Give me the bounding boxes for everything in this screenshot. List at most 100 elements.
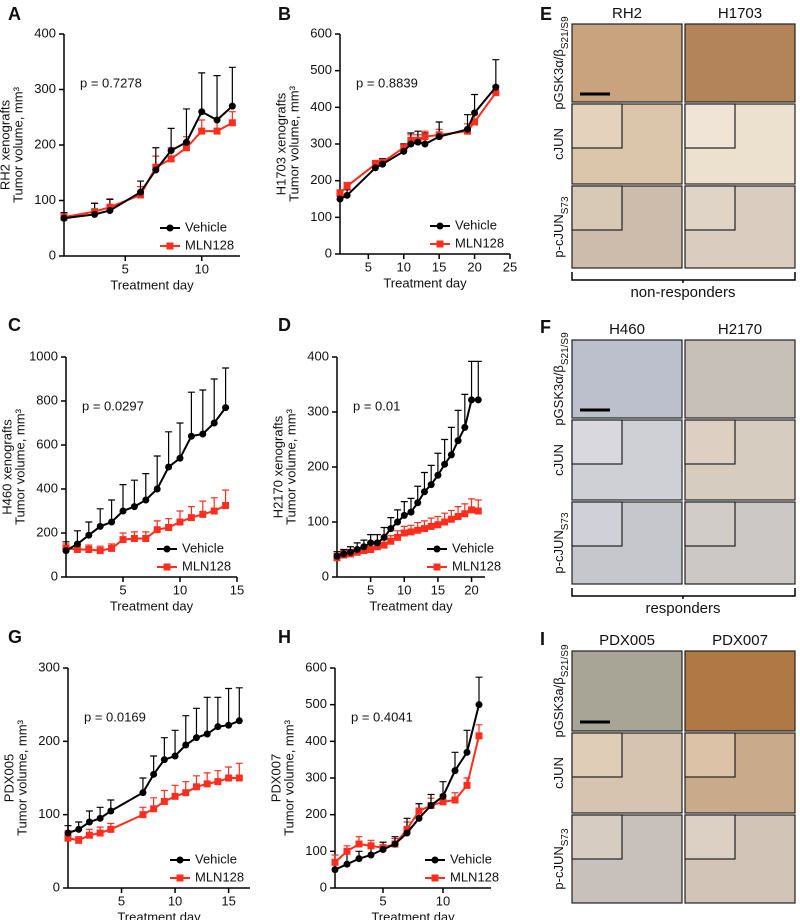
error-bar [441, 438, 449, 465]
column-header: RH2 [612, 5, 642, 22]
x-tick-label: 10 [195, 261, 209, 276]
y-tick-label: 300 [307, 403, 329, 418]
panel-letter: A [8, 4, 21, 24]
marker [75, 825, 83, 833]
marker [91, 210, 99, 218]
error-bar [167, 127, 175, 151]
y-tick-label: 0 [51, 568, 58, 583]
y-tick-label: 300 [38, 659, 60, 674]
marker [427, 481, 435, 489]
y-tick-label: 100 [305, 843, 327, 858]
marker [210, 507, 218, 515]
marker [107, 807, 115, 815]
legend-marker [166, 224, 174, 232]
error-bar [475, 676, 483, 705]
bracket [571, 272, 796, 283]
marker [192, 783, 200, 791]
marker [119, 536, 127, 544]
marker [471, 109, 479, 117]
marker [96, 522, 104, 530]
row-label: cJUN [551, 128, 566, 160]
row-label: pGSK3a/βS21/S9 [551, 644, 571, 737]
marker [210, 419, 218, 427]
y-tick-label: 200 [310, 172, 332, 187]
marker [387, 537, 395, 545]
y-tick-label: 200 [307, 458, 329, 473]
marker [400, 147, 408, 155]
inset [684, 419, 736, 465]
marker [153, 485, 161, 493]
marker [475, 701, 483, 709]
y-axis-label: H1703 xenografts [273, 92, 288, 195]
annotation: p = 0.8839 [356, 75, 418, 90]
bracket [571, 588, 796, 599]
marker [403, 829, 411, 837]
panel-letter: I [540, 629, 545, 649]
marker [451, 767, 459, 775]
error-bar [454, 409, 462, 441]
marker [62, 547, 70, 555]
marker [85, 831, 93, 839]
marker [400, 511, 408, 519]
y-axis-label: Tumor volume, mm³ [14, 719, 29, 835]
inset [571, 501, 623, 547]
legend-marker [166, 242, 174, 250]
inset [684, 185, 736, 231]
marker [346, 548, 354, 556]
y-tick-label: 500 [310, 62, 332, 77]
marker [64, 829, 72, 837]
y-axis-label: PDX007 [268, 754, 283, 802]
column-header: H2170 [718, 321, 762, 338]
marker [340, 550, 348, 558]
x-tick-label: 15 [230, 582, 244, 597]
x-tick-label: 15 [221, 893, 235, 908]
annotation: p = 0.7278 [80, 75, 142, 90]
marker [130, 535, 138, 542]
marker [228, 102, 236, 110]
marker [415, 807, 423, 815]
y-tick-label: 600 [310, 25, 332, 40]
error-bar [182, 108, 190, 143]
error-bar [119, 484, 127, 511]
inset [684, 732, 736, 778]
marker [107, 825, 115, 833]
series-line [63, 121, 233, 219]
ihc-image [571, 650, 683, 732]
chart: G 0 100 200 300 5 10 15 Treatment day PDX005Tumor… [1, 627, 250, 920]
y-tick-label: 200 [34, 136, 56, 151]
x-tick-label: 5 [119, 582, 126, 597]
error-bar [171, 729, 179, 756]
y-tick-label: 800 [36, 392, 58, 407]
legend-label: MLN128 [450, 869, 499, 884]
marker [434, 471, 442, 479]
ihc-panel: F H460 H2170 responders pGSK3α/βS21/S9 c… [540, 317, 796, 617]
legend-label: MLN128 [182, 558, 231, 573]
legend-label: MLN128 [452, 558, 501, 573]
legend-marker [436, 240, 444, 248]
marker [176, 454, 184, 462]
y-axis-label: PDX005 [1, 754, 16, 802]
row-label: pGSK3α/βS21/S9 [551, 16, 571, 110]
inset [571, 814, 623, 860]
marker [461, 423, 469, 431]
marker [228, 119, 236, 127]
series-line [63, 105, 234, 220]
marker [343, 860, 351, 868]
marker [474, 507, 482, 515]
marker [171, 792, 179, 800]
marker [171, 752, 179, 760]
marker [85, 818, 93, 826]
ihc-image [571, 23, 683, 103]
y-tick-label: 400 [36, 480, 58, 495]
column-header: PDX007 [712, 632, 768, 649]
legend-label: Vehicle [182, 540, 224, 555]
caption: responders [645, 600, 720, 617]
marker [474, 396, 482, 404]
marker [379, 160, 386, 168]
marker [198, 108, 206, 116]
x-tick-label: 5 [367, 582, 374, 597]
marker [407, 528, 415, 536]
error-bar [474, 360, 482, 400]
inset [684, 814, 736, 860]
marker [373, 539, 381, 547]
